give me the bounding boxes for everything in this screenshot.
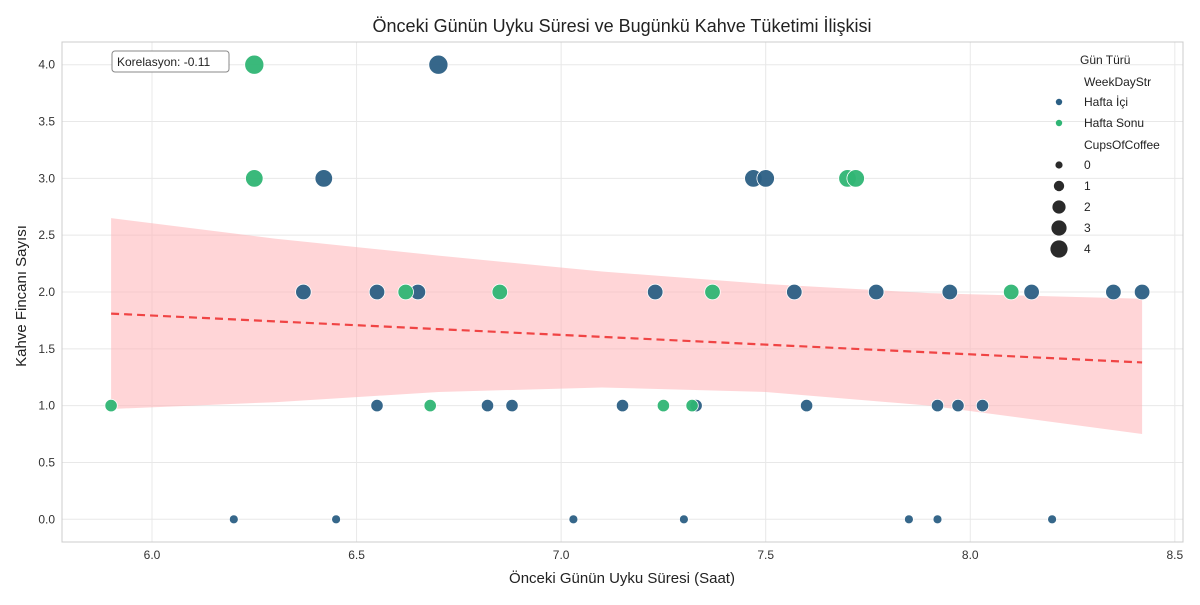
legend-size-marker — [1053, 180, 1065, 192]
y-tick-label: 1.0 — [38, 399, 55, 413]
y-tick-label: 4.0 — [38, 58, 55, 72]
data-point — [685, 398, 699, 413]
data-point — [568, 514, 579, 525]
legend-size-label: 1 — [1084, 179, 1091, 193]
data-point — [647, 283, 664, 301]
data-point — [491, 283, 509, 301]
data-point — [846, 169, 865, 188]
data-point — [397, 283, 414, 301]
legend-size-label: 3 — [1084, 221, 1091, 235]
legend-hue-label: Hafta İçi — [1084, 95, 1128, 109]
correlation-annotation: Korelasyon: -0.11 — [117, 55, 210, 69]
data-point — [423, 398, 437, 413]
legend-size-label: 2 — [1084, 200, 1091, 214]
legend-hue-marker — [1055, 98, 1063, 106]
data-point — [370, 398, 384, 413]
data-point — [1105, 283, 1122, 301]
annotation-box — [111, 50, 230, 73]
legend-size-title: CupsOfCoffee — [1084, 138, 1160, 152]
data-point — [941, 283, 959, 301]
data-point — [1047, 514, 1057, 525]
y-tick-label: 3.0 — [38, 171, 55, 185]
data-point — [1003, 283, 1020, 301]
data-point — [786, 283, 803, 301]
legend-size-label: 4 — [1084, 242, 1091, 256]
data-point — [228, 514, 239, 525]
data-point — [331, 514, 342, 525]
y-tick-label: 2.5 — [38, 228, 55, 242]
legend-size-marker — [1050, 240, 1068, 258]
legend-title: Gün Türü — [1080, 53, 1130, 67]
data-point — [930, 398, 945, 413]
y-tick-label: 0.0 — [38, 512, 55, 526]
data-point — [295, 283, 312, 301]
data-point — [245, 169, 264, 188]
data-point — [368, 283, 386, 301]
legend-hue-title: WeekDayStr — [1084, 75, 1151, 89]
y-tick-label: 0.5 — [38, 455, 55, 469]
legend-size-label: 0 — [1084, 158, 1091, 172]
confidence-band — [111, 218, 1143, 434]
x-tick-label: 7.0 — [553, 548, 570, 562]
data-point — [904, 514, 914, 525]
x-axis-label: Önceki Günün Uyku Süresi (Saat) — [509, 569, 735, 587]
data-point — [932, 514, 943, 525]
x-tick-label: 6.0 — [144, 548, 161, 562]
data-point — [314, 169, 334, 188]
data-point — [951, 398, 965, 413]
data-point — [428, 54, 449, 75]
plot-frame — [61, 41, 1184, 543]
x-tick-label: 6.5 — [348, 548, 365, 562]
data-point — [505, 398, 519, 413]
data-point — [756, 169, 775, 188]
data-point — [615, 398, 630, 413]
legend-hue-label: Hafta Sonu — [1084, 116, 1144, 130]
chart-title: Önceki Günün Uyku Süresi ve Bugünkü Kahv… — [373, 16, 872, 36]
x-tick-label: 8.5 — [1166, 548, 1183, 562]
data-point — [244, 54, 265, 75]
legend-size-marker — [1051, 220, 1067, 236]
legend-size-marker — [1052, 200, 1066, 214]
y-tick-label: 1.5 — [38, 342, 55, 356]
data-point — [975, 398, 990, 413]
x-tick-label: 8.0 — [962, 548, 979, 562]
legend-size-marker — [1055, 161, 1063, 169]
legend-hue-marker — [1055, 119, 1063, 127]
y-tick-label: 3.5 — [38, 115, 55, 129]
x-tick-label: 7.5 — [757, 548, 774, 562]
data-point — [704, 283, 721, 301]
data-point — [104, 398, 118, 413]
data-point — [868, 283, 885, 301]
data-point — [656, 398, 671, 413]
data-point — [799, 398, 814, 413]
y-tick-label: 2.0 — [38, 285, 55, 299]
data-point — [1133, 283, 1151, 301]
data-point — [1023, 283, 1040, 301]
data-point — [480, 398, 495, 413]
data-point — [679, 514, 689, 525]
regression-line — [111, 312, 1143, 364]
y-axis-label: Kahve Fincanı Sayısı — [13, 225, 30, 367]
